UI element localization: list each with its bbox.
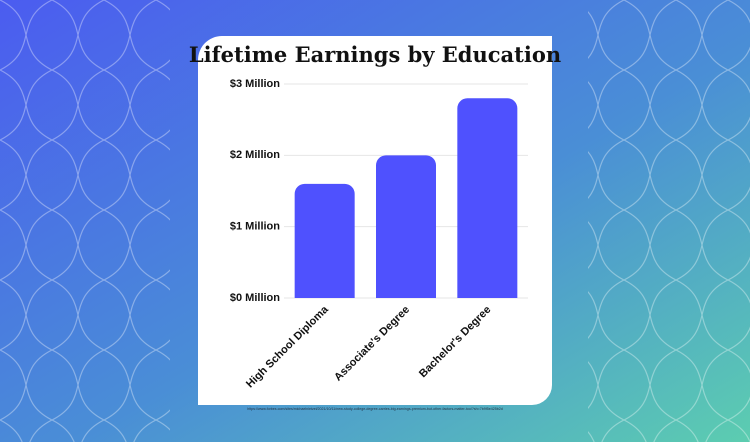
y-tick-label: $2 Million bbox=[230, 149, 280, 161]
pattern bbox=[588, 0, 750, 442]
bar bbox=[376, 155, 436, 298]
y-tick-label: $3 Million bbox=[230, 78, 280, 90]
y-tick-label: $0 Million bbox=[230, 292, 280, 304]
bar bbox=[457, 98, 518, 299]
y-tick-label: $1 Million bbox=[230, 221, 280, 233]
chart-title: Lifetime Earnings by Education bbox=[189, 42, 561, 67]
source: https://www.forbes.com/sites/michaelniet… bbox=[247, 407, 503, 411]
pattern bbox=[0, 0, 170, 442]
bar bbox=[294, 183, 355, 298]
